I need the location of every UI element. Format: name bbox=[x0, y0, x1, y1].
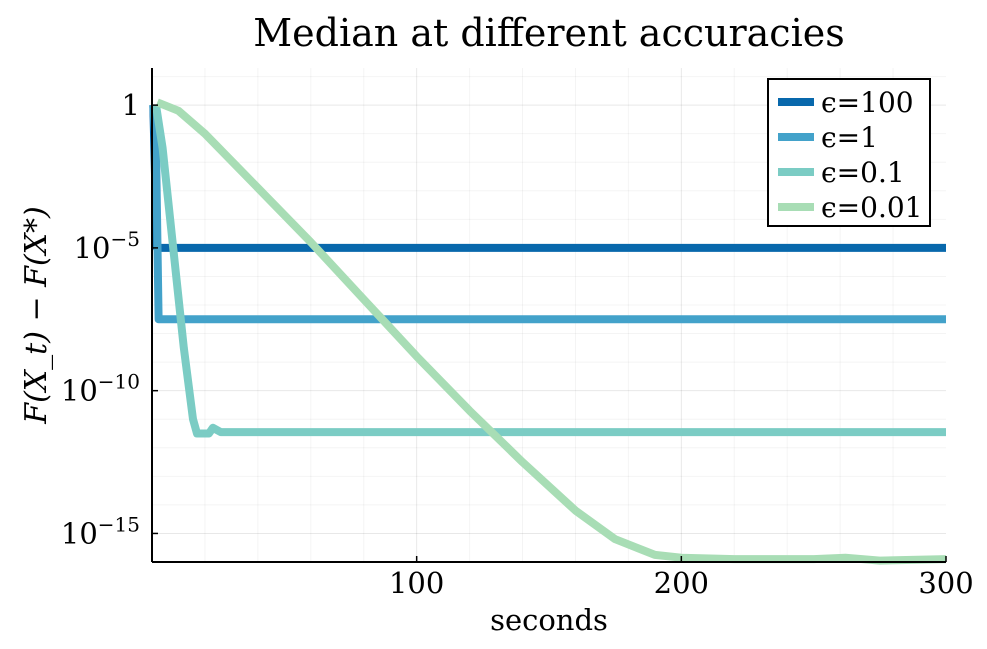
series-line-4 bbox=[155, 98, 947, 565]
x-tick-label: 200 bbox=[654, 566, 709, 600]
y-tick-label: 10−5 bbox=[74, 227, 140, 265]
y-axis-label: F(X_t) − F(X*) bbox=[19, 206, 54, 424]
chart-title: Median at different accuracies bbox=[253, 11, 844, 55]
series-line-2 bbox=[149, 104, 946, 324]
x-tick-label: 300 bbox=[918, 566, 973, 600]
y-tick-label: 10−15 bbox=[61, 512, 140, 550]
y-tick-label: 10−10 bbox=[61, 370, 140, 408]
x-axis-label: seconds bbox=[490, 603, 608, 637]
x-tick-label: 100 bbox=[389, 566, 444, 600]
legend-label: ϵ=1 bbox=[821, 121, 878, 154]
y-tick-labels: 1 10−5 10−10 10−15 bbox=[61, 88, 140, 550]
x-tick-labels: 100 200 300 bbox=[389, 566, 974, 600]
y-tick-label: 1 bbox=[122, 88, 140, 122]
legend-label: ϵ=0.01 bbox=[821, 191, 923, 224]
series-line-3 bbox=[152, 104, 946, 438]
legend-label: ϵ=100 bbox=[821, 86, 914, 119]
axes bbox=[151, 68, 947, 563]
legend-label: ϵ=0.1 bbox=[821, 156, 905, 189]
